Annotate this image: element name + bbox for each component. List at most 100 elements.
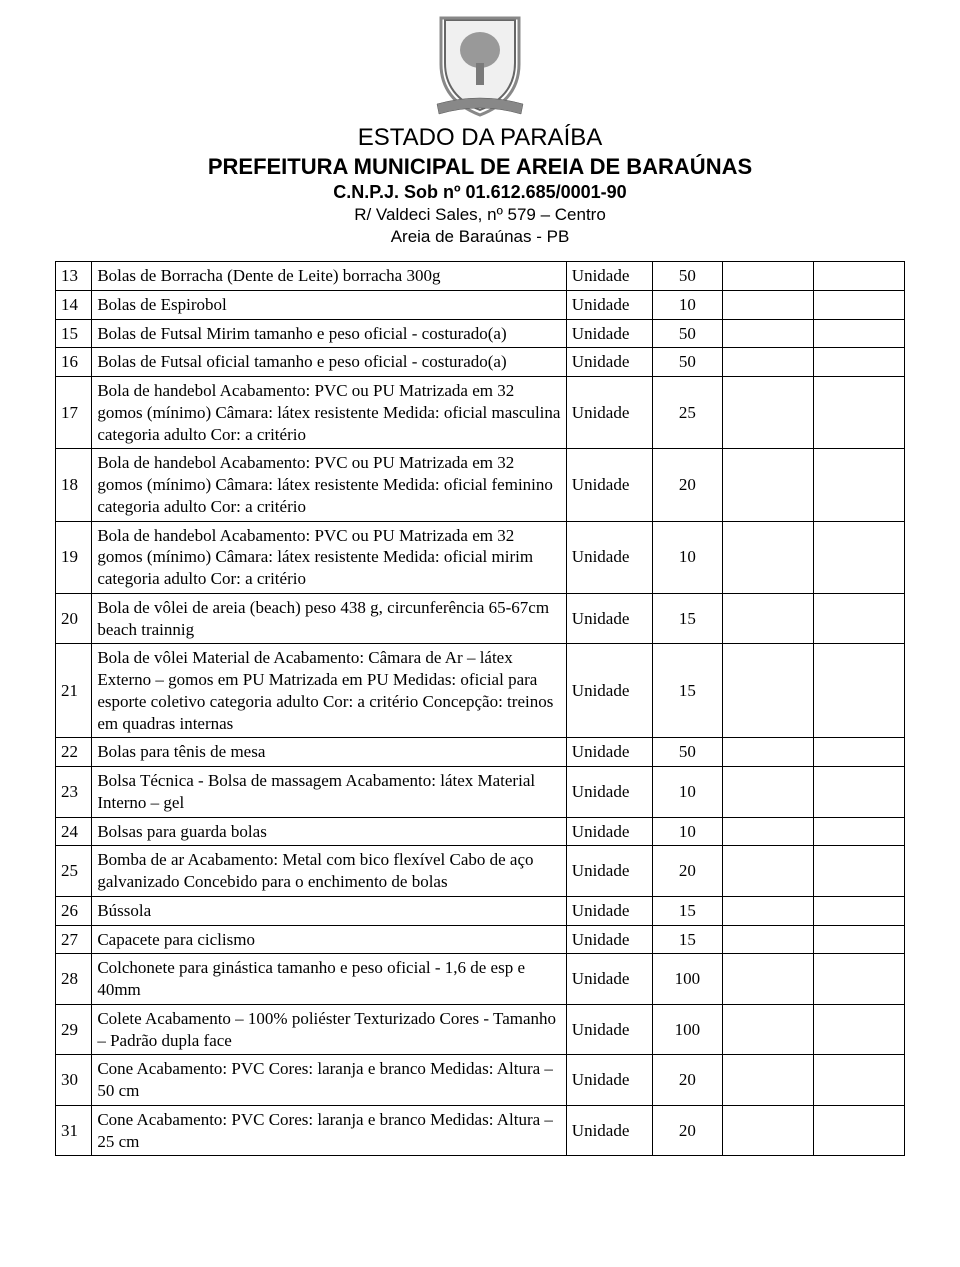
row-description: Bola de vôlei de areia (beach) peso 438 …: [92, 593, 566, 644]
header-municipality: PREFEITURA MUNICIPAL DE AREIA DE BARAÚNA…: [55, 154, 905, 180]
row-quantity: 15: [652, 644, 723, 738]
row-number: 17: [56, 377, 92, 449]
row-description: Bolas de Borracha (Dente de Leite) borra…: [92, 262, 566, 291]
row-unit: Unidade: [566, 262, 652, 291]
row-number: 19: [56, 521, 92, 593]
row-blank: [814, 644, 905, 738]
row-quantity: 10: [652, 817, 723, 846]
row-blank: [814, 817, 905, 846]
row-description: Bola de handebol Acabamento: PVC ou PU M…: [92, 377, 566, 449]
row-unit: Unidade: [566, 1055, 652, 1106]
header-state: ESTADO DA PARAÍBA: [55, 124, 905, 152]
row-description: Bolas de Futsal Mirim tamanho e peso ofi…: [92, 319, 566, 348]
row-blank: [814, 1055, 905, 1106]
table-row: 15Bolas de Futsal Mirim tamanho e peso o…: [56, 319, 905, 348]
row-blank: [723, 593, 814, 644]
letterhead: ESTADO DA PARAÍBA PREFEITURA MUNICIPAL D…: [55, 8, 905, 247]
row-unit: Unidade: [566, 319, 652, 348]
row-quantity: 50: [652, 262, 723, 291]
row-number: 13: [56, 262, 92, 291]
row-blank: [723, 738, 814, 767]
row-number: 30: [56, 1055, 92, 1106]
row-quantity: 20: [652, 1105, 723, 1156]
table-row: 25Bomba de ar Acabamento: Metal com bico…: [56, 846, 905, 897]
table-row: 13Bolas de Borracha (Dente de Leite) bor…: [56, 262, 905, 291]
table-row: 22Bolas para tênis de mesaUnidade50: [56, 738, 905, 767]
row-description: Bomba de ar Acabamento: Metal com bico f…: [92, 846, 566, 897]
row-number: 24: [56, 817, 92, 846]
row-unit: Unidade: [566, 738, 652, 767]
row-unit: Unidade: [566, 449, 652, 521]
coat-of-arms-icon: [435, 8, 525, 118]
header-address: R/ Valdeci Sales, nº 579 – Centro: [55, 205, 905, 225]
table-row: 18Bola de handebol Acabamento: PVC ou PU…: [56, 449, 905, 521]
table-row: 30Cone Acabamento: PVC Cores: laranja e …: [56, 1055, 905, 1106]
row-blank: [814, 925, 905, 954]
row-number: 21: [56, 644, 92, 738]
row-blank: [723, 377, 814, 449]
row-unit: Unidade: [566, 767, 652, 818]
row-unit: Unidade: [566, 896, 652, 925]
row-blank: [723, 348, 814, 377]
row-unit: Unidade: [566, 290, 652, 319]
row-blank: [814, 896, 905, 925]
row-quantity: 100: [652, 1004, 723, 1055]
row-number: 25: [56, 846, 92, 897]
row-blank: [723, 954, 814, 1005]
row-unit: Unidade: [566, 348, 652, 377]
row-quantity: 50: [652, 319, 723, 348]
row-description: Bola de handebol Acabamento: PVC ou PU M…: [92, 521, 566, 593]
row-blank: [723, 817, 814, 846]
row-blank: [723, 449, 814, 521]
row-number: 26: [56, 896, 92, 925]
row-blank: [814, 767, 905, 818]
row-description: Bola de vôlei Material de Acabamento: Câ…: [92, 644, 566, 738]
row-quantity: 20: [652, 449, 723, 521]
row-blank: [814, 1105, 905, 1156]
row-unit: Unidade: [566, 593, 652, 644]
table-row: 24Bolsas para guarda bolasUnidade10: [56, 817, 905, 846]
row-number: 14: [56, 290, 92, 319]
row-quantity: 20: [652, 1055, 723, 1106]
row-quantity: 25: [652, 377, 723, 449]
row-unit: Unidade: [566, 846, 652, 897]
row-description: Cone Acabamento: PVC Cores: laranja e br…: [92, 1055, 566, 1106]
row-number: 29: [56, 1004, 92, 1055]
row-number: 20: [56, 593, 92, 644]
row-blank: [723, 767, 814, 818]
row-number: 28: [56, 954, 92, 1005]
row-blank: [814, 593, 905, 644]
table-row: 14Bolas de EspirobolUnidade10: [56, 290, 905, 319]
row-blank: [723, 521, 814, 593]
row-blank: [723, 644, 814, 738]
row-blank: [814, 449, 905, 521]
row-blank: [723, 319, 814, 348]
row-quantity: 50: [652, 738, 723, 767]
row-number: 16: [56, 348, 92, 377]
row-blank: [814, 377, 905, 449]
row-quantity: 15: [652, 593, 723, 644]
row-blank: [814, 846, 905, 897]
row-unit: Unidade: [566, 954, 652, 1005]
row-blank: [814, 262, 905, 291]
row-blank: [814, 348, 905, 377]
row-unit: Unidade: [566, 521, 652, 593]
row-description: Bolsas para guarda bolas: [92, 817, 566, 846]
table-row: 31Cone Acabamento: PVC Cores: laranja e …: [56, 1105, 905, 1156]
row-blank: [723, 1004, 814, 1055]
table-row: 29Colete Acabamento – 100% poliéster Tex…: [56, 1004, 905, 1055]
table-row: 23Bolsa Técnica - Bolsa de massagem Acab…: [56, 767, 905, 818]
table-row: 17Bola de handebol Acabamento: PVC ou PU…: [56, 377, 905, 449]
row-unit: Unidade: [566, 1004, 652, 1055]
row-blank: [723, 262, 814, 291]
row-quantity: 20: [652, 846, 723, 897]
document-page: ESTADO DA PARAÍBA PREFEITURA MUNICIPAL D…: [0, 0, 960, 1156]
row-unit: Unidade: [566, 925, 652, 954]
table-row: 27Capacete para ciclismoUnidade15: [56, 925, 905, 954]
row-description: Bolas de Futsal oficial tamanho e peso o…: [92, 348, 566, 377]
table-row: 20Bola de vôlei de areia (beach) peso 43…: [56, 593, 905, 644]
row-blank: [723, 1105, 814, 1156]
row-blank: [723, 290, 814, 319]
table-row: 26BússolaUnidade15: [56, 896, 905, 925]
row-blank: [723, 846, 814, 897]
